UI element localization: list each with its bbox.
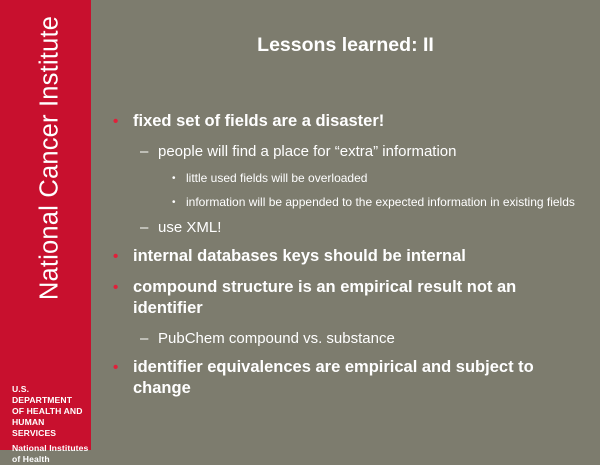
bullet-text: identifier equivalences are empirical an…	[133, 358, 534, 397]
bullet-dot-icon: •	[172, 173, 176, 184]
hhs-nih-block: U.S. DEPARTMENT OF HEALTH AND HUMAN SERV…	[12, 384, 91, 465]
bullet-dot-icon: •	[113, 279, 119, 296]
dept-line: U.S. DEPARTMENT	[12, 384, 73, 405]
bullet-text: PubChem compound vs. substance	[158, 330, 395, 347]
slide: National Cancer Institute U.S. DEPARTMEN…	[0, 0, 588, 464]
dept-line: OF HEALTH AND	[12, 406, 83, 416]
sidebar: National Cancer Institute U.S. DEPARTMEN…	[0, 0, 91, 464]
slide-title: Lessons learned: II	[257, 34, 434, 56]
bullet-text: fixed set of fields are a disaster!	[133, 112, 385, 130]
sub-bullet-item: – use XML!	[104, 218, 588, 237]
dash-icon: –	[140, 143, 149, 160]
bullet-dot-icon: •	[113, 248, 119, 265]
bullet-item: • fixed set of fields are a disaster!	[104, 111, 588, 132]
bullet-text: information will be appended to the expe…	[186, 195, 575, 209]
sub-sub-bullet-item: • information will be appended to the exp…	[104, 194, 588, 211]
bullet-list: • fixed set of fields are a disaster! – pe…	[104, 111, 588, 409]
bullet-text: little used fields will be overloaded	[186, 171, 368, 185]
bullet-item: • internal databases keys should be inter…	[104, 246, 588, 267]
bullet-dot-icon: •	[113, 359, 119, 376]
sub-bullet-item: – PubChem compound vs. substance	[104, 329, 588, 348]
bullet-text: compound structure is an empirical resul…	[133, 278, 517, 317]
dash-icon: –	[140, 330, 149, 347]
dash-icon: –	[140, 219, 149, 236]
dept-line: HUMAN SERVICES	[12, 417, 57, 438]
bullet-dot-icon: •	[172, 197, 176, 208]
bullet-dot-icon: •	[113, 113, 119, 130]
institute-name: National Cancer Institute	[35, 15, 64, 301]
nih-line: National Institutes	[12, 443, 89, 453]
sub-bullet-item: – people will find a place for “extra” in…	[104, 142, 588, 161]
bullet-text: people will find a place for “extra” inf…	[158, 143, 457, 160]
nih-line: of Health	[12, 454, 50, 464]
sub-sub-bullet-item: • little used fields will be overloaded	[104, 170, 588, 187]
bullet-item: • compound structure is an empirical resu…	[104, 277, 588, 319]
bullet-text: internal databases keys should be intern…	[133, 247, 466, 265]
bullet-item: • identifier equivalences are empirical a…	[104, 357, 588, 399]
bullet-text: use XML!	[158, 219, 222, 236]
